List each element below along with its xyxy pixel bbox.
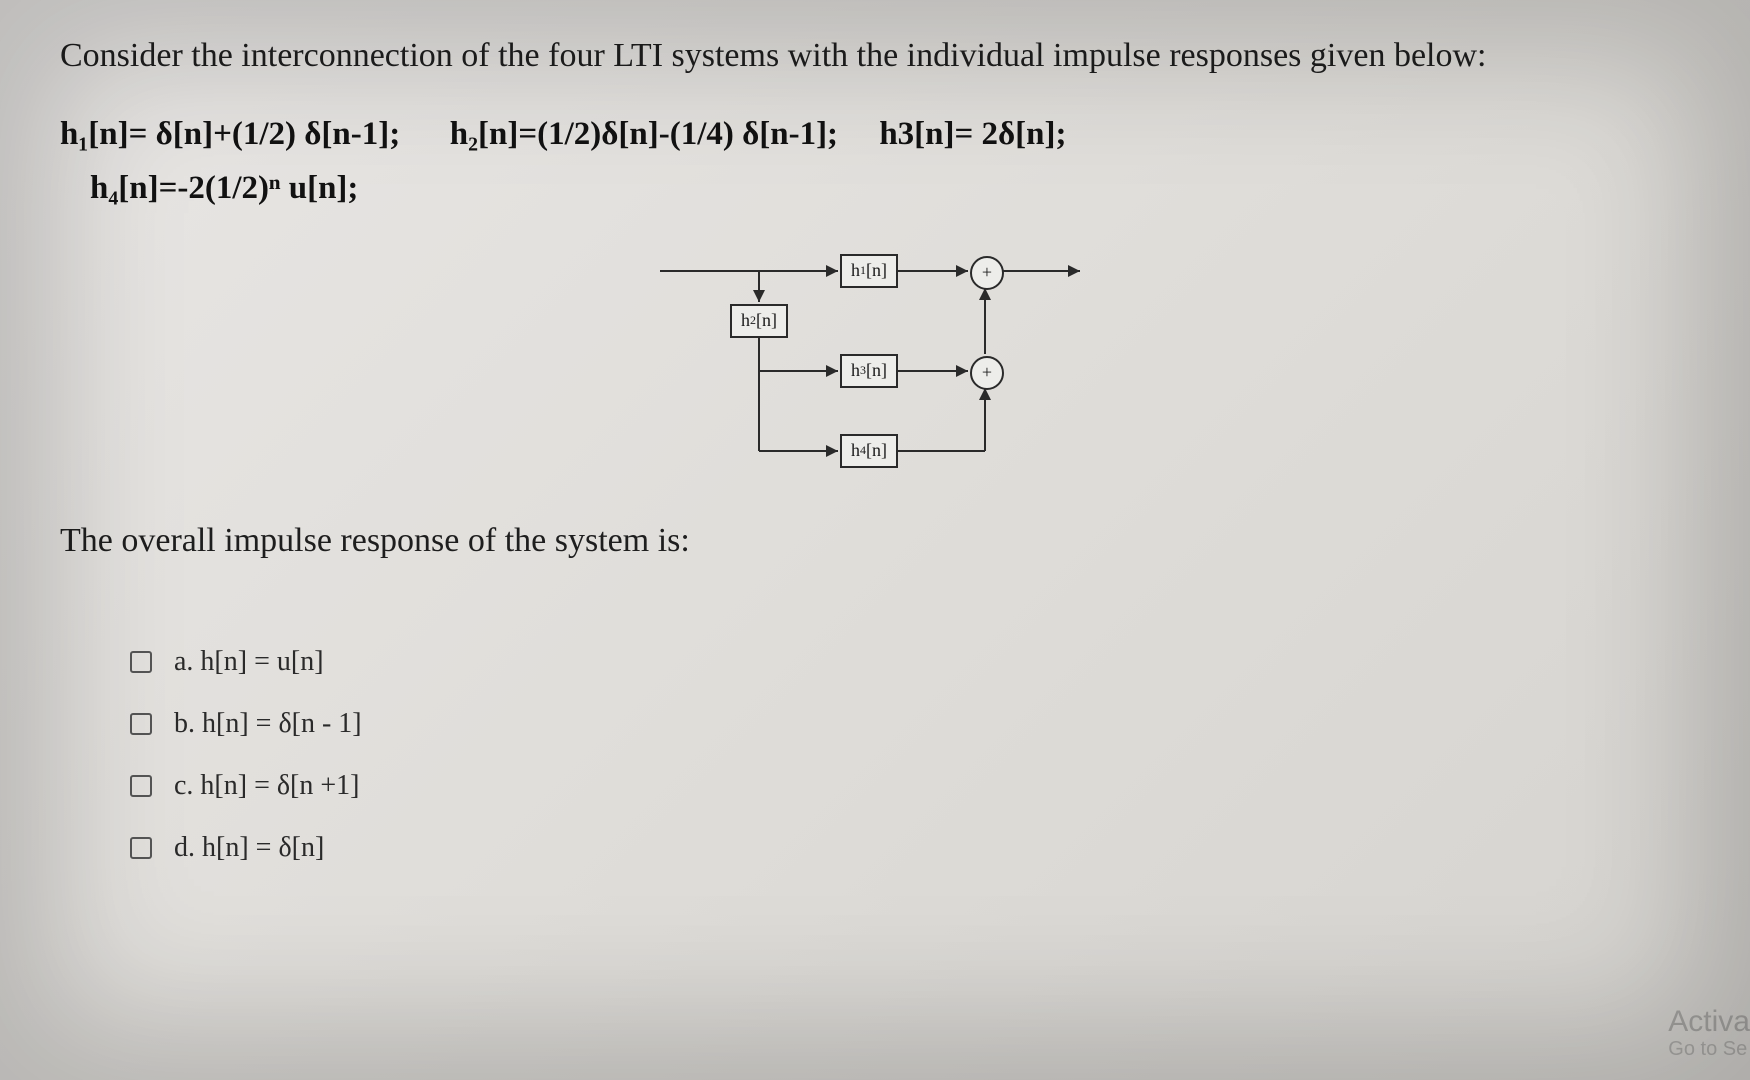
option-b[interactable]: b. h[n] = δ[n - 1] — [130, 708, 1700, 740]
watermark-line2: Go to Se — [1668, 1038, 1750, 1060]
option-a[interactable]: a. h[n] = u[n] — [130, 646, 1700, 678]
eq-h4: h₄[n]=-2(1/2)ⁿ u[n]; — [90, 170, 358, 206]
block-h2: h2[n] — [730, 304, 788, 338]
checkbox-icon[interactable] — [130, 651, 152, 673]
eq-h1: h₁[n]= δ[n]+(1/2) δ[n-1]; — [60, 116, 400, 152]
option-c[interactable]: c. h[n] = δ[n +1] — [130, 770, 1700, 802]
eq-h3: h3[n]= 2δ[n]; — [879, 116, 1066, 152]
question-page: Consider the interconnection of the four… — [0, 0, 1750, 924]
option-c-label: c. h[n] = δ[n +1] — [174, 770, 360, 802]
watermark-line1: Activa — [1668, 1005, 1750, 1038]
equation-block: h₁[n]= δ[n]+(1/2) δ[n-1]; h₂[n]=(1/2)δ[n… — [60, 107, 1700, 216]
equation-line-2: h₄[n]=-2(1/2)ⁿ u[n]; — [60, 161, 1700, 215]
block-h3: h3[n] — [840, 354, 898, 388]
eq-h2: h₂[n]=(1/2)δ[n]-(1/4) δ[n-1]; — [450, 116, 838, 152]
block-h1: h1[n] — [840, 254, 898, 288]
question-prompt: The overall impulse response of the syst… — [60, 522, 1700, 560]
diagram-container: h2[n] h1[n] h3[n] h4[n] + + — [60, 234, 1700, 494]
equation-line-1: h₁[n]= δ[n]+(1/2) δ[n-1]; h₂[n]=(1/2)δ[n… — [60, 107, 1700, 161]
checkbox-icon[interactable] — [130, 837, 152, 859]
block-h4: h4[n] — [840, 434, 898, 468]
checkbox-icon[interactable] — [130, 713, 152, 735]
question-intro: Consider the interconnection of the four… — [60, 30, 1700, 81]
checkbox-icon[interactable] — [130, 775, 152, 797]
block-diagram: h2[n] h1[n] h3[n] h4[n] + + — [660, 234, 1100, 494]
option-d-label: d. h[n] = δ[n] — [174, 832, 324, 864]
activation-watermark: Activa Go to Se — [1668, 1005, 1750, 1060]
summing-junction-top: + — [970, 256, 1004, 290]
summing-junction-bottom: + — [970, 356, 1004, 390]
option-b-label: b. h[n] = δ[n - 1] — [174, 708, 362, 740]
answer-options: a. h[n] = u[n] b. h[n] = δ[n - 1] c. h[n… — [60, 646, 1700, 864]
option-d[interactable]: d. h[n] = δ[n] — [130, 832, 1700, 864]
option-a-label: a. h[n] = u[n] — [174, 646, 324, 678]
